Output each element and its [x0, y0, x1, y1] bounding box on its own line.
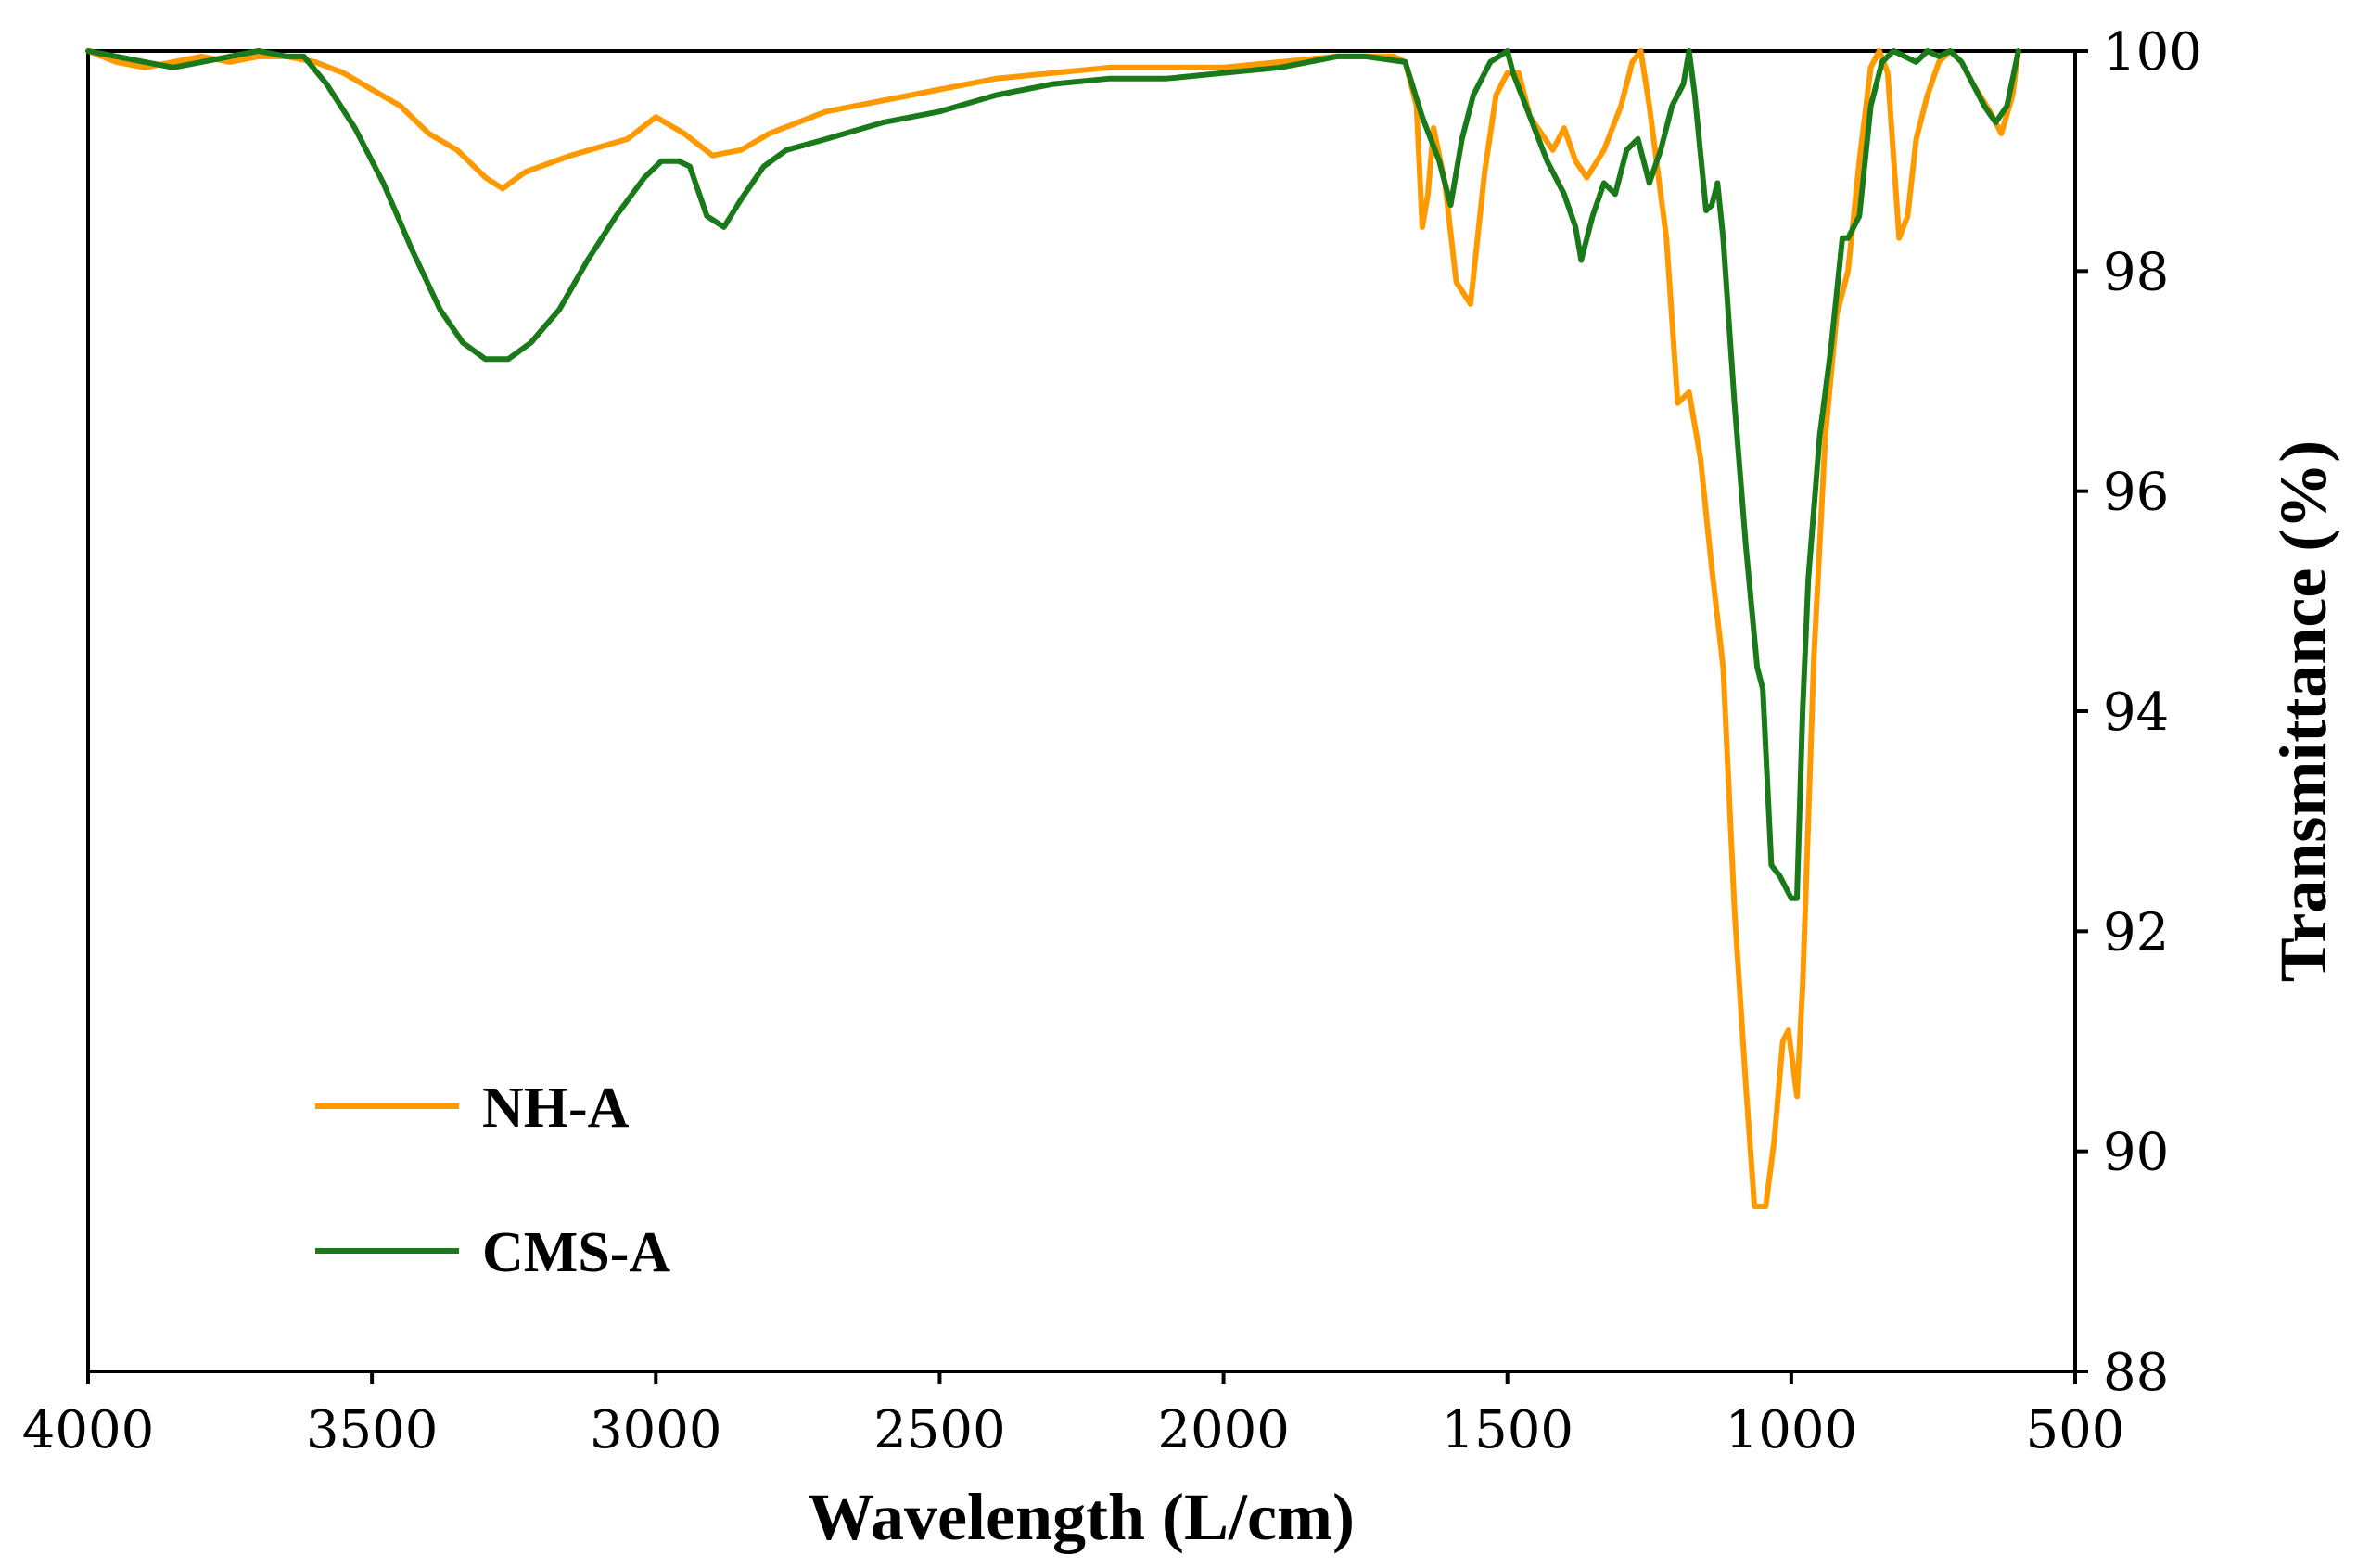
x-tick-label: 3500 [306, 1400, 439, 1460]
legend: NH-A CMS-A [315, 1077, 670, 1284]
x-tick-label: 4000 [22, 1400, 155, 1460]
plot-area [86, 49, 2077, 1373]
y-tick-label: 98 [2103, 242, 2169, 302]
y-tick-label: 100 [2103, 22, 2202, 83]
legend-label-nh-a: NH-A [482, 1077, 630, 1140]
legend-label-cms-a: CMS-A [482, 1221, 670, 1284]
x-tick-label: 500 [2026, 1400, 2125, 1460]
y-tick-label: 92 [2103, 902, 2169, 962]
series-line-cms-a [85, 48, 2021, 901]
x-tick-label: 2000 [1157, 1400, 1290, 1460]
x-tick-label: 1000 [1726, 1400, 1858, 1460]
plot-frame [86, 49, 2077, 1373]
y-tick-label: 96 [2103, 463, 2169, 523]
x-axis-title: Wavelength (L/cm) [808, 1480, 1355, 1554]
x-tick-label: 2500 [873, 1400, 1006, 1460]
y-axis-title: Transmittance (%) [2266, 440, 2340, 983]
y-tick-label: 88 [2103, 1343, 2169, 1403]
series-line-nh-a [85, 48, 2021, 1209]
y-tick-label: 94 [2103, 682, 2169, 743]
x-tick-label: 1500 [1441, 1400, 1573, 1460]
series-layer [85, 48, 2021, 1209]
x-tick-label: 3000 [590, 1400, 722, 1460]
y-tick-label: 90 [2103, 1123, 2169, 1183]
